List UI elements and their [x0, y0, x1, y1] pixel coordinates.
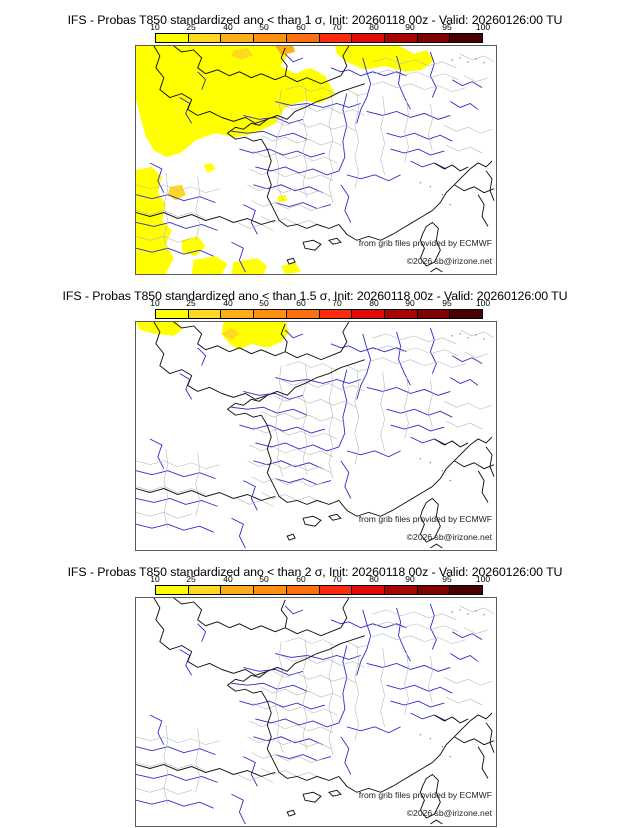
colorbar-tick: 50 — [259, 22, 269, 32]
colorbar-segment — [319, 310, 353, 318]
colorbar-tick: 80 — [369, 22, 379, 32]
colorbar-tick: 100 — [475, 574, 491, 584]
admin-boundaries-layer — [136, 53, 495, 253]
colorbar-gradient — [155, 309, 483, 319]
colorbar-segment — [221, 34, 255, 42]
colorbar-segment — [319, 34, 353, 42]
forecast-map[interactable]: from grib files provided by ECMWF ©2026 … — [135, 45, 497, 275]
map-graphic — [136, 322, 495, 549]
colorbar-segment — [450, 34, 483, 42]
colorbar-segment — [254, 34, 287, 42]
colorbar-tick: 95 — [442, 574, 452, 584]
colorbar-segment — [286, 586, 320, 594]
coastline-layer — [136, 598, 495, 825]
colorbar-tick: 95 — [442, 298, 452, 308]
colorbar-segment — [221, 310, 255, 318]
colorbar-gradient — [155, 33, 483, 43]
colorbar-segment — [450, 310, 483, 318]
colorbar-segment — [450, 586, 483, 594]
forecast-map[interactable]: from grib files provided by ECMWF ©2026 … — [135, 597, 497, 827]
map-graphic — [136, 598, 495, 825]
colorbar-tick: 70 — [332, 22, 342, 32]
map-markers-layer — [419, 57, 485, 206]
admin-boundaries-layer — [136, 605, 495, 805]
rivers-layer — [136, 327, 483, 549]
copyright-credit: ©2026 sb@irizone.net — [406, 256, 492, 266]
map-markers-layer — [419, 609, 485, 758]
colorbar-gradient — [155, 585, 483, 595]
colorbar-tick: 25 — [186, 298, 196, 308]
colorbar-tick: 95 — [442, 22, 452, 32]
copyright-credit: ©2026 sb@irizone.net — [406, 808, 492, 818]
data-source-credit: from grib files provided by ECMWF — [358, 790, 492, 800]
colorbar-tick: 70 — [332, 574, 342, 584]
colorbar-tick: 90 — [405, 298, 415, 308]
colorbar-tick: 80 — [369, 574, 379, 584]
colorbar: 10 25 40 50 60 70 80 90 95 100 — [150, 22, 490, 43]
map-markers-layer — [419, 333, 485, 482]
colorbar: 10 25 40 50 60 70 80 90 95 100 — [150, 574, 490, 595]
colorbar-tick: 25 — [186, 574, 196, 584]
colorbar-tick: 100 — [475, 22, 491, 32]
panel-title: IFS - Probas T850 standardized ano < tha… — [62, 289, 568, 303]
panel-title: IFS - Probas T850 standardized ano < tha… — [67, 565, 563, 579]
coastline-layer — [136, 46, 495, 273]
colorbar-segment — [254, 310, 287, 318]
colorbar-segment — [352, 310, 385, 318]
colorbar-tick: 70 — [332, 298, 342, 308]
probability-shading-layer — [136, 322, 290, 350]
colorbar-tick: 60 — [296, 22, 306, 32]
forecast-panel-2-sigma: IFS - Probas T850 standardized ano < tha… — [0, 552, 630, 828]
colorbar-segment — [352, 34, 385, 42]
colorbar-segment — [254, 586, 287, 594]
colorbar-tick: 40 — [223, 574, 233, 584]
colorbar-segment — [188, 34, 222, 42]
colorbar-ticks: 10 25 40 50 60 70 80 90 95 100 — [150, 298, 490, 309]
colorbar-tick: 90 — [405, 574, 415, 584]
colorbar-segment — [319, 586, 353, 594]
colorbar-segment — [188, 310, 222, 318]
forecast-map[interactable]: from grib files provided by ECMWF ©2026 … — [135, 321, 497, 551]
colorbar: 10 25 40 50 60 70 80 90 95 100 — [150, 298, 490, 319]
panel-title: IFS - Probas T850 standardized ano < tha… — [67, 13, 563, 27]
colorbar-segment — [417, 34, 451, 42]
forecast-panel-1p5-sigma: IFS - Probas T850 standardized ano < tha… — [0, 276, 630, 552]
data-source-credit: from grib files provided by ECMWF — [358, 238, 492, 248]
colorbar-tick: 50 — [259, 574, 269, 584]
rivers-layer — [136, 603, 483, 825]
copyright-credit: ©2026 sb@irizone.net — [406, 532, 492, 542]
colorbar-tick: 60 — [296, 574, 306, 584]
colorbar-tick: 40 — [223, 298, 233, 308]
colorbar-ticks: 10 25 40 50 60 70 80 90 95 100 — [150, 22, 490, 33]
colorbar-tick: 10 — [150, 22, 160, 32]
colorbar-tick: 10 — [150, 298, 160, 308]
colorbar-segment — [286, 34, 320, 42]
colorbar-tick: 10 — [150, 574, 160, 584]
colorbar-segment — [384, 34, 418, 42]
colorbar-segment — [156, 586, 189, 594]
colorbar-ticks: 10 25 40 50 60 70 80 90 95 100 — [150, 574, 490, 585]
colorbar-tick: 40 — [223, 22, 233, 32]
colorbar-segment — [417, 310, 451, 318]
colorbar-tick: 25 — [186, 22, 196, 32]
data-source-credit: from grib files provided by ECMWF — [358, 514, 492, 524]
colorbar-segment — [221, 586, 255, 594]
coastline-layer — [136, 322, 495, 549]
colorbar-tick: 60 — [296, 298, 306, 308]
colorbar-segment — [156, 310, 189, 318]
colorbar-segment — [384, 586, 418, 594]
admin-boundaries-layer — [136, 329, 495, 529]
colorbar-segment — [417, 586, 451, 594]
colorbar-segment — [384, 310, 418, 318]
colorbar-segment — [188, 586, 222, 594]
forecast-panel-1-sigma: IFS - Probas T850 standardized ano < tha… — [0, 0, 630, 276]
colorbar-tick: 100 — [475, 298, 491, 308]
colorbar-tick: 90 — [405, 22, 415, 32]
colorbar-segment — [352, 586, 385, 594]
colorbar-tick: 50 — [259, 298, 269, 308]
colorbar-tick: 80 — [369, 298, 379, 308]
colorbar-segment — [286, 310, 320, 318]
map-graphic — [136, 46, 495, 274]
colorbar-segment — [156, 34, 189, 42]
